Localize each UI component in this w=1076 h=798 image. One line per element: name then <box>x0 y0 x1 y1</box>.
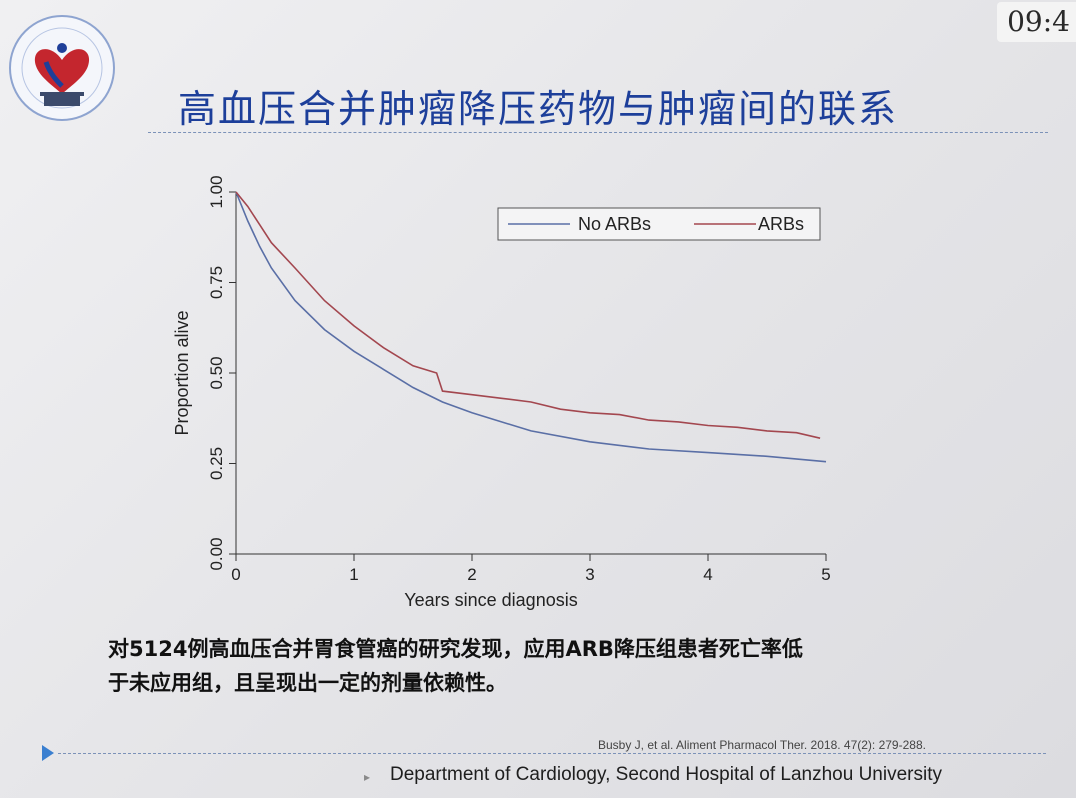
x-axis-title: Years since diagnosis <box>404 590 577 610</box>
caption: 对5124例高血压合并胃食管癌的研究发现，应用ARB降压组患者死亡率低 于未应用… <box>108 632 1008 700</box>
footer-department: Department of Cardiology, Second Hospita… <box>390 764 942 785</box>
footer-divider <box>58 753 1046 754</box>
y-tick-label: 1.00 <box>207 175 226 208</box>
y-tick-label: 0.25 <box>207 447 226 480</box>
legend-label-arbs: ARBs <box>758 214 804 234</box>
x-tick-label: 5 <box>821 565 830 584</box>
legend-label-no-arbs: No ARBs <box>578 214 651 234</box>
hospital-logo <box>9 15 115 121</box>
y-tick-label: 0.75 <box>207 266 226 299</box>
play-arrow-icon[interactable] <box>42 745 54 761</box>
series-line-arbs <box>235 191 821 439</box>
x-tick-label: 1 <box>349 565 358 584</box>
caption-line-1: 对5124例高血压合并胃食管癌的研究发现，应用ARB降压组患者死亡率低 <box>108 637 803 661</box>
caption-line-2: 于未应用组，且呈现出一定的剂量依赖性。 <box>108 671 507 695</box>
x-tick-label: 2 <box>467 565 476 584</box>
survival-chart-svg: 0 1 2 3 4 5 0.00 0.25 0.50 0.75 1.00 Years since di… <box>172 175 831 610</box>
title-divider <box>148 132 1048 133</box>
clock-time: 09:4 <box>997 2 1076 42</box>
y-axis-title: Proportion alive <box>172 310 192 435</box>
x-tick-label: 4 <box>703 565 712 584</box>
x-tick-label: 0 <box>231 565 240 584</box>
y-tick-label: 0.50 <box>207 356 226 389</box>
survival-chart: 0 1 2 3 4 5 0.00 0.25 0.50 0.75 1.00 Years since di… <box>160 170 860 629</box>
citation: Busby J, et al. Aliment Pharmacol Ther. … <box>598 738 926 752</box>
bullet-icon: ▸ <box>364 770 371 784</box>
slide-title: 高血压合并肿瘤降压药物与肿瘤间的联系 <box>177 87 898 131</box>
y-tick-label: 0.00 <box>207 537 226 570</box>
series-line-no-arbs <box>235 191 827 463</box>
x-tick-label: 3 <box>585 565 594 584</box>
